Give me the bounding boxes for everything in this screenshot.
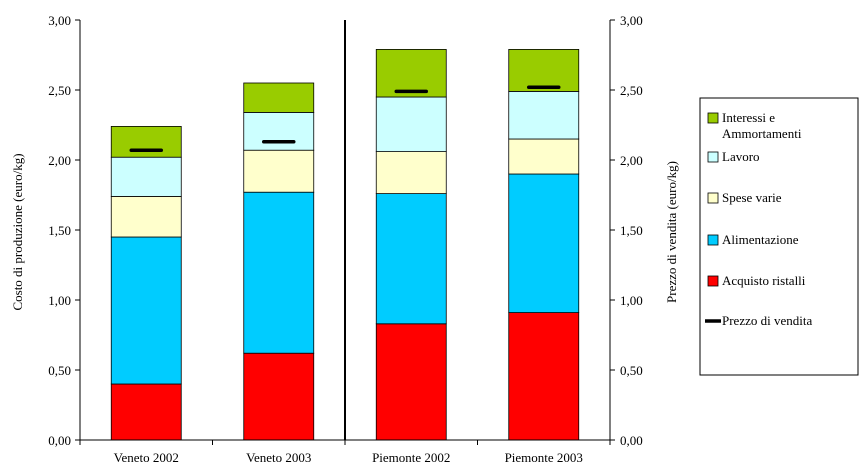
legend-swatch (707, 275, 719, 287)
bar-segment (243, 82, 315, 113)
axes: Veneto 2002 Veneto 2003 Piemonte 2002 Piemo… (48, 13, 643, 465)
bar-segment (243, 352, 315, 441)
bar-segment (110, 156, 182, 197)
legend-swatch (707, 112, 719, 124)
bar-segment (110, 236, 182, 385)
x-tick-label: Veneto 2003 (246, 450, 311, 465)
y-axis-left-title: Costo di produzione (euro/kg) (10, 153, 25, 310)
bar-segment (508, 138, 580, 175)
legend-label: Prezzo di vendita (722, 313, 812, 328)
legend-label: Interessi e Ammortamenti (722, 110, 802, 141)
y-tick-label-left: 0,00 (48, 433, 71, 448)
y-tick-label-left: 3,00 (48, 13, 71, 28)
bar-segment (375, 96, 447, 152)
bar-segment (375, 151, 447, 195)
bar-segment (375, 323, 447, 441)
legend-swatch (707, 234, 719, 246)
bar-segment (375, 193, 447, 325)
legend-box (699, 97, 859, 376)
bar-segment (375, 49, 447, 98)
y-tick-label-left: 1,00 (48, 293, 71, 308)
y-tick-label-right: 1,50 (620, 223, 643, 238)
y-tick-label-right: 0,50 (620, 363, 643, 378)
bar-segment (110, 126, 182, 158)
bar-segment (508, 173, 580, 314)
y-tick-label-right: 3,00 (620, 13, 643, 28)
bar-segment (508, 49, 580, 92)
y-tick-label-left: 1,50 (48, 223, 71, 238)
bar-segment (508, 312, 580, 441)
x-tick-label: Piemonte 2003 (505, 450, 583, 465)
legend-swatch (707, 192, 719, 204)
x-tick-label: Veneto 2002 (114, 450, 179, 465)
y-tick-label-left: 2,50 (48, 83, 71, 98)
legend: Interessi e Ammortamenti Lavoro Spese varie… (699, 97, 859, 376)
y-tick-label-right: 1,00 (620, 293, 643, 308)
y-tick-label-right: 0,00 (620, 433, 643, 448)
bar-segment (243, 191, 315, 354)
x-tick-label: Piemonte 2002 (372, 450, 450, 465)
bar-segment (110, 383, 182, 441)
y-tick-label-left: 0,50 (48, 363, 71, 378)
y-axis-right-title: Prezzo di vendita (euro/kg) (664, 161, 679, 303)
legend-label: Acquisto ristalli (722, 273, 806, 288)
y-tick-label-right: 2,50 (620, 83, 643, 98)
y-tick-label-right: 2,00 (620, 153, 643, 168)
legend-label: Lavoro (722, 149, 760, 164)
legend-label: Spese varie (722, 190, 782, 205)
bar-segment (243, 112, 315, 151)
plot-area (110, 49, 580, 441)
bar-segment (110, 195, 182, 238)
legend-swatch (707, 151, 719, 163)
bar-segment (508, 91, 580, 140)
y-tick-label-left: 2,00 (48, 153, 71, 168)
bar-segment (243, 149, 315, 193)
legend-label: Alimentazione (722, 232, 799, 247)
